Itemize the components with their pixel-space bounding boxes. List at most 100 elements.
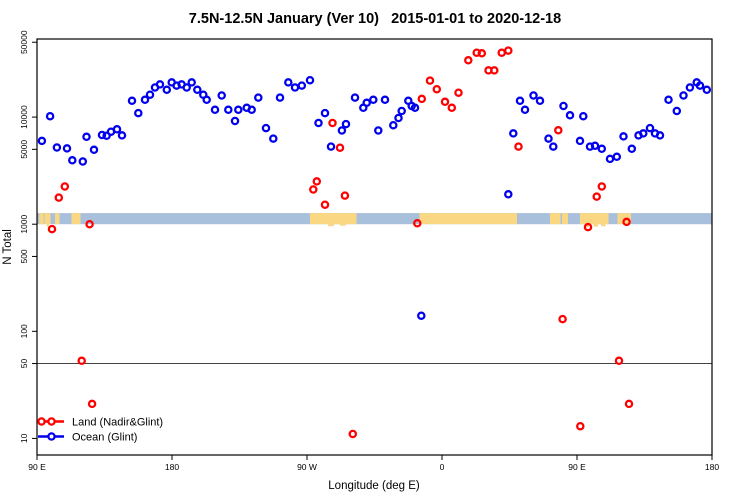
data-point (269, 134, 278, 143)
data-point (68, 156, 77, 165)
y-tick-label: 50 (19, 359, 29, 369)
data-point (702, 85, 712, 95)
data-point (45, 111, 55, 121)
y-tick-label: 500 (19, 249, 29, 263)
data-point (60, 182, 70, 191)
data-point (549, 142, 558, 151)
x-tick-label: 0 (440, 462, 445, 472)
data-point (374, 126, 383, 135)
legend-label: Ocean (Glint) (72, 432, 137, 444)
data-point (112, 125, 122, 134)
data-point (261, 123, 271, 133)
data-point (337, 126, 347, 135)
legend-item: Land (Nadir&Glint) (37, 417, 163, 429)
x-axis-title: Longitude (deg E) (328, 480, 420, 492)
data-point (655, 131, 665, 140)
data-point (397, 106, 406, 116)
data-point (234, 105, 243, 115)
data-point (320, 108, 330, 118)
data-point (425, 76, 435, 85)
legend: Land (Nadir&Glint) Ocean (Glint) (37, 417, 163, 444)
data-point (145, 90, 155, 99)
data-point (554, 126, 563, 135)
data-point (440, 97, 450, 107)
data-point (558, 314, 567, 324)
land-patch-fray (601, 224, 606, 227)
data-point (592, 192, 601, 201)
plot-box (36, 38, 713, 456)
data-point (335, 143, 345, 152)
data-point (520, 105, 530, 115)
land-patch (39, 213, 44, 225)
land-patch (562, 213, 568, 225)
data-point (389, 120, 398, 130)
land-patch-fray (593, 224, 598, 227)
data-point (579, 111, 588, 121)
data-point (672, 106, 682, 116)
data-point (182, 83, 191, 92)
data-point (612, 152, 622, 162)
data-point (284, 78, 293, 87)
data-point (664, 95, 673, 105)
data-point (193, 85, 202, 95)
data-point (413, 219, 422, 228)
data-point (362, 98, 371, 108)
data-point (47, 224, 57, 234)
data-point (622, 217, 631, 227)
data-point (89, 145, 99, 155)
y-tick-label: 50000 (19, 30, 29, 54)
data-point (328, 118, 337, 128)
land-patch (55, 213, 60, 225)
x-tick-label: 90 E (568, 462, 586, 472)
data-point (559, 101, 568, 111)
data-point (590, 141, 600, 151)
data-point (350, 93, 360, 102)
data-point (320, 200, 330, 209)
data-point (679, 91, 688, 100)
legend-label: Land (Nadir&Glint) (72, 417, 163, 429)
land-patch (71, 213, 81, 225)
data-point (290, 83, 300, 92)
data-points-layer (37, 46, 712, 439)
y-tick-label: 5000 (19, 140, 29, 159)
data-point (565, 111, 575, 120)
data-point (314, 118, 323, 128)
data-point (454, 88, 463, 97)
data-point (575, 136, 585, 146)
y-tick-label: 1000 (19, 214, 29, 233)
data-point (341, 119, 351, 129)
data-point (432, 84, 442, 94)
land-patch-fray (340, 224, 346, 226)
data-point (504, 190, 513, 199)
data-point (77, 356, 86, 366)
data-point (162, 85, 172, 95)
data-point (447, 103, 457, 113)
land-patch-fray (584, 224, 589, 228)
data-point (529, 91, 538, 100)
land-patch-fray (46, 224, 49, 227)
land-patch (310, 213, 357, 225)
data-point (645, 123, 655, 133)
data-point (305, 75, 315, 85)
data-point (155, 80, 165, 89)
data-point (515, 96, 525, 106)
data-point (685, 83, 695, 92)
data-point (619, 132, 628, 141)
data-point (312, 177, 322, 186)
data-point (624, 399, 634, 409)
data-point (514, 142, 523, 151)
chart-title: 7.5N-12.5N January (Ver 10) 2015-01-01 t… (189, 11, 561, 27)
data-point (230, 116, 240, 126)
data-point (52, 143, 62, 152)
series-land (47, 46, 634, 439)
data-point (464, 56, 473, 65)
data-point (247, 105, 256, 115)
data-point (37, 136, 47, 146)
legend-marker (47, 432, 56, 441)
series-ocean (37, 75, 712, 320)
legend-marker (37, 417, 46, 426)
y-tick-label: 100 (19, 324, 29, 338)
data-point (509, 129, 518, 138)
data-point (535, 96, 545, 106)
